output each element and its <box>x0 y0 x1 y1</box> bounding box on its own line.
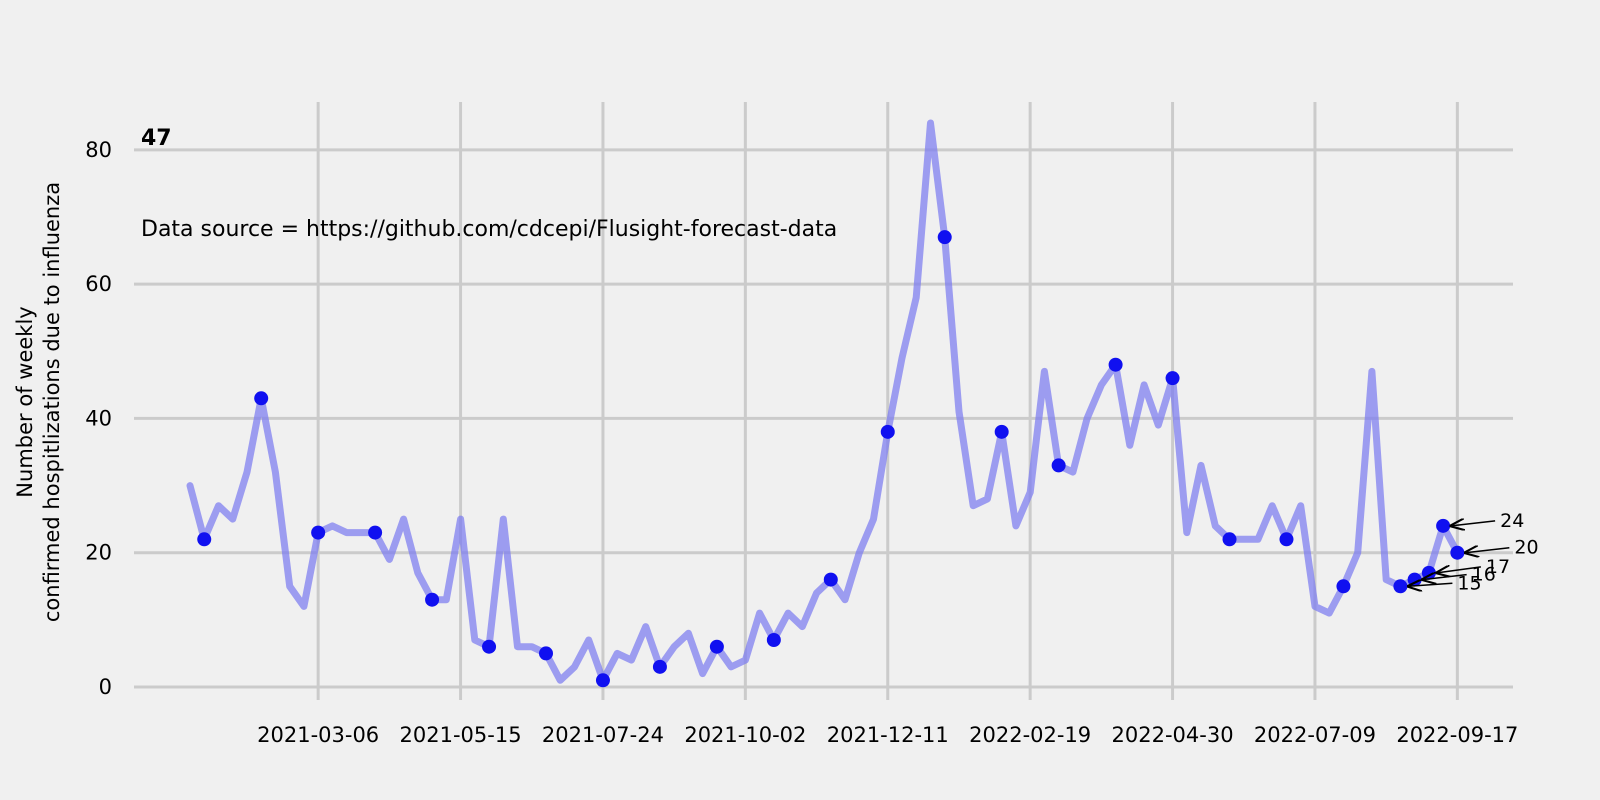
data-point-marker <box>1108 357 1123 372</box>
y-tick-label: 0 <box>99 675 112 699</box>
data-point-marker <box>652 659 667 674</box>
y-tick-label: 80 <box>85 138 112 162</box>
data-source-annotation: Data source = https://github.com/cdcepi/… <box>141 217 837 242</box>
x-tick-label: 2021-03-06 <box>257 723 379 747</box>
data-point-marker <box>425 592 440 607</box>
y-axis-label-line2: confirmed hospitlizations due to influen… <box>40 182 64 622</box>
y-axis-label: Number of weekly confirmed hospitlizatio… <box>13 182 64 622</box>
series-group <box>186 119 1461 684</box>
data-point-marker <box>595 673 610 688</box>
data-point-marker <box>1393 579 1408 594</box>
point-label: 20 <box>1514 537 1538 559</box>
data-point-marker <box>254 391 269 406</box>
point-label: 16 <box>1472 564 1496 586</box>
chart-badge: 47 <box>141 126 172 151</box>
x-tick-label: 2021-12-11 <box>827 723 949 747</box>
y-axis-label-line1: Number of weekly <box>13 306 37 497</box>
data-point-marker <box>880 424 895 439</box>
data-point-marker <box>823 572 838 587</box>
data-point-marker <box>482 639 497 654</box>
point-label-arrow <box>1437 567 1481 573</box>
data-point-marker <box>1436 518 1451 533</box>
data-point-marker <box>539 646 553 661</box>
data-point-marker <box>1279 532 1294 547</box>
x-axis-ticks: 2021-03-06 2021-05-15 2021-07-24 2021-10-02… <box>257 723 1518 747</box>
data-point-marker <box>197 532 212 547</box>
y-tick-label: 40 <box>85 406 112 430</box>
data-point-marker <box>311 525 326 540</box>
marker-group <box>197 230 1465 688</box>
x-tick-label: 2022-04-30 <box>1112 723 1234 747</box>
data-point-marker <box>368 525 383 540</box>
point-label: 17 <box>1486 556 1510 578</box>
data-point-marker <box>1336 579 1351 594</box>
data-point-marker <box>1450 545 1465 560</box>
y-tick-label: 20 <box>85 541 112 565</box>
data-point-marker <box>1051 458 1066 473</box>
series-line <box>186 119 1461 684</box>
point-label-arrow <box>1423 575 1467 580</box>
point-label-arrow <box>1408 583 1453 586</box>
point-label: 15 <box>1457 572 1481 594</box>
x-tick-label: 2021-05-15 <box>400 723 522 747</box>
data-point-marker <box>766 633 781 647</box>
x-tick-label: 2022-02-19 <box>969 723 1091 747</box>
point-label: 24 <box>1500 510 1524 532</box>
data-point-marker <box>994 424 1009 439</box>
x-tick-label: 2021-07-24 <box>542 723 664 747</box>
point-label-arrow <box>1451 521 1496 526</box>
data-point-marker <box>709 639 724 654</box>
y-tick-label: 60 <box>85 272 112 296</box>
point-label-arrow <box>1465 548 1510 553</box>
data-point-marker <box>1407 572 1422 587</box>
x-tick-label: 2022-09-17 <box>1396 723 1518 747</box>
x-tick-label: 2022-07-09 <box>1254 723 1376 747</box>
data-point-marker <box>1222 532 1237 547</box>
y-axis-ticks: 0 20 40 60 80 <box>85 138 112 699</box>
grid-lines <box>134 102 1513 700</box>
x-tick-label: 2021-10-02 <box>684 723 806 747</box>
data-point-marker <box>1165 371 1180 386</box>
data-point-marker <box>937 230 952 245</box>
